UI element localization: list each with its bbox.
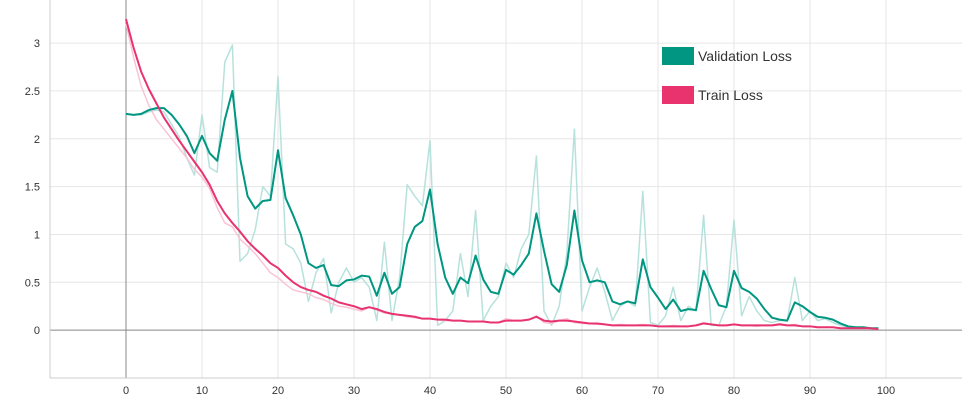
x-tick-label: 10	[196, 385, 208, 397]
y-tick-label: 2.5	[25, 86, 40, 98]
x-tick-label: 50	[500, 385, 512, 397]
x-tick-label: 20	[272, 385, 284, 397]
y-tick-label: 0	[34, 325, 40, 337]
x-tick-label: 90	[804, 385, 816, 397]
x-tick-label: 100	[877, 385, 895, 397]
x-tick-label: 80	[728, 385, 740, 397]
legend-item-validation-loss: Validation Loss	[662, 47, 792, 65]
axes	[49, 0, 962, 379]
train-loss-line	[125, 18, 879, 331]
y-tick-label: 0.5	[25, 277, 40, 289]
x-tick-label: 40	[424, 385, 436, 397]
x-tick-label: 30	[348, 385, 360, 397]
grid	[50, 0, 962, 378]
y-tick-label: 2	[34, 134, 40, 146]
x-tick-label: 70	[652, 385, 664, 397]
x-tick-label: 0	[123, 385, 129, 397]
legend: Validation Loss Train Loss	[662, 47, 792, 104]
legend-label: Train Loss	[698, 87, 763, 103]
legend-swatch	[662, 86, 694, 104]
legend-label: Validation Loss	[698, 48, 792, 64]
y-tick-label: 1.5	[25, 182, 40, 194]
legend-item-train-loss: Train Loss	[662, 86, 763, 104]
validation-loss-line	[125, 89, 879, 330]
legend-swatch	[662, 47, 694, 65]
y-tick-label: 3	[34, 38, 40, 50]
y-tick-label: 1	[34, 229, 40, 241]
x-tick-label: 60	[576, 385, 588, 397]
series-layer	[125, 18, 879, 331]
tick-labels: 0 10 20 30 40 50 60 70 80 90 100 0 0.5 1 1.5 2 2.5 3	[25, 38, 895, 397]
